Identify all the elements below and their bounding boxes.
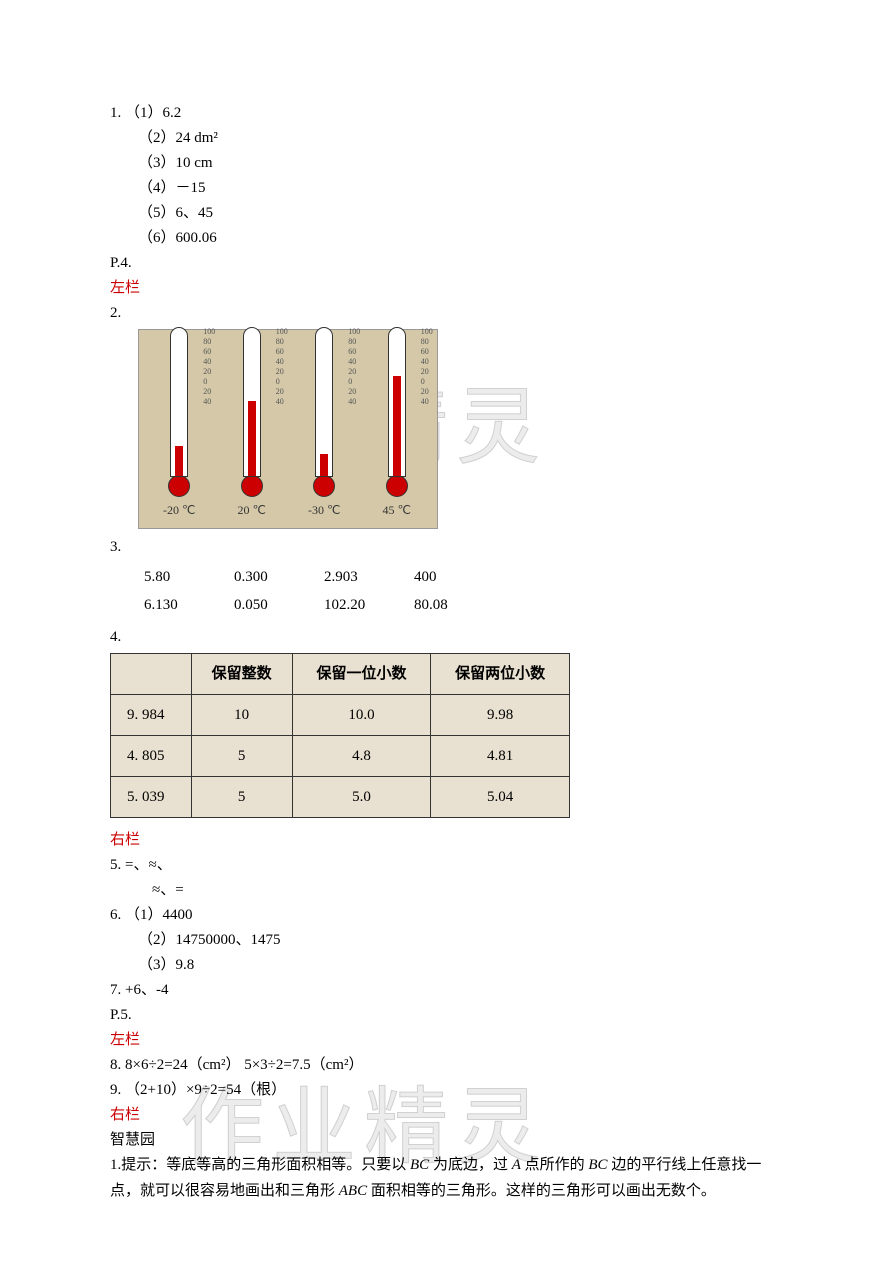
table-cell: 4. 805 [111,736,192,777]
q1-number: 1. （1）6.2 [110,101,782,125]
q6-item-1: （1）4400 [125,907,193,923]
tip-a: A [512,1157,521,1173]
thermometer-figure: 1008060402002040-20 ℃100806040200204020 … [138,329,782,529]
q1-item-2: （2）24 dm² [110,126,782,150]
right-col-1: 右栏 [110,828,782,852]
number-cell: 102.20 [318,591,408,619]
wisdom-heading: 智慧园 [110,1128,782,1152]
table-header: 保留两位小数 [431,654,570,695]
q1-num-text: 1. [110,105,121,121]
thermometer: 1008060402002040-30 ℃ [294,327,354,520]
q9-line: 9. （2+10）×9÷2=54（根） [110,1078,782,1102]
table-header: 保留一位小数 [292,654,431,695]
q1-item-3: （3）10 cm [110,151,782,175]
table-header: 保留整数 [191,654,292,695]
number-cell: 6.130 [138,591,228,619]
table-cell: 5 [191,736,292,777]
q1-item-1: （1）6.2 [125,105,181,121]
table-cell: 4.8 [292,736,431,777]
q2-number: 2. [110,301,782,325]
thermometer: 100806040200204045 ℃ [367,327,427,520]
table-cell: 4.81 [431,736,570,777]
table-cell: 5.04 [431,777,570,818]
table-cell: 10.0 [292,695,431,736]
q6-num-text: 6. [110,907,121,923]
table-cell: 5 [191,777,292,818]
q1-item-4: （4）－15 [110,176,782,200]
q8-line: 8. 8×6÷2=24（cm²） 5×3÷2=7.5（cm²） [110,1053,782,1077]
table-row: 9. 9841010.09.98 [111,695,570,736]
right-col-2: 右栏 [110,1103,782,1127]
left-col-2: 左栏 [110,1028,782,1052]
q1-item-5: （5）6、45 [110,201,782,225]
tip-bc2: BC [588,1157,607,1173]
tip-paragraph: 1.提示：等底等高的三角形面积相等。只要以 BC 为底边，过 A 点所作的 BC… [110,1153,782,1204]
thermometer: 1008060402002040-20 ℃ [149,327,209,520]
q6-item-2: （2）14750000、1475 [110,928,782,952]
page-5-marker: P.5. [110,1003,782,1027]
table-header [111,654,192,695]
table-cell: 9. 984 [111,695,192,736]
number-cell: 5.80 [138,563,228,591]
q3-grid: 5.800.3002.9034006.1300.050102.2080.08 [138,563,782,619]
thermometer: 100806040200204020 ℃ [222,327,282,520]
number-row: 5.800.3002.903400 [138,563,782,591]
table-cell: 9.98 [431,695,570,736]
number-cell: 400 [408,563,498,591]
q4-table-wrap: 保留整数保留一位小数保留两位小数9. 9841010.09.984. 80554… [110,653,782,818]
rounding-table: 保留整数保留一位小数保留两位小数9. 9841010.09.984. 80554… [110,653,570,818]
q6-line: 6. （1）4400 [110,903,782,927]
tip-mid2: 点所作的 [521,1157,589,1173]
q7-line: 7. +6、-4 [110,978,782,1002]
q5-line1: 5. =、≈、 [110,853,782,877]
table-row: 4. 80554.84.81 [111,736,570,777]
q5-line2: ≈、= [110,878,782,902]
document-content: 1. （1）6.2 （2）24 dm² （3）10 cm （4）－15 （5）6… [110,101,782,1204]
number-row: 6.1300.050102.2080.08 [138,591,782,619]
table-cell: 5. 039 [111,777,192,818]
tip-mid1: 为底边，过 [429,1157,512,1173]
tip-prefix: 1.提示：等底等高的三角形面积相等。只要以 [110,1157,410,1173]
left-col-1: 左栏 [110,276,782,300]
q6-item-3: （3）9.8 [110,953,782,977]
number-cell: 0.300 [228,563,318,591]
tip-mid4: 面积相等的三角形。这样的三角形可以画出无数个。 [367,1183,716,1199]
tip-bc1: BC [410,1157,429,1173]
table-cell: 5.0 [292,777,431,818]
table-row: 5. 03955.05.04 [111,777,570,818]
q4-number: 4. [110,625,782,649]
table-cell: 10 [191,695,292,736]
page-4-marker: P.4. [110,251,782,275]
tip-abc: ABC [339,1183,367,1199]
q3-number: 3. [110,535,782,559]
number-cell: 80.08 [408,591,498,619]
number-cell: 0.050 [228,591,318,619]
q1-item-6: （6）600.06 [110,226,782,250]
number-cell: 2.903 [318,563,408,591]
